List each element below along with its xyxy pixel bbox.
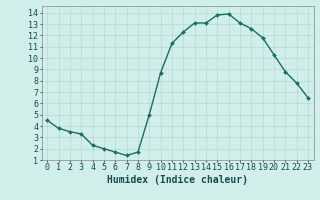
X-axis label: Humidex (Indice chaleur): Humidex (Indice chaleur) bbox=[107, 175, 248, 185]
